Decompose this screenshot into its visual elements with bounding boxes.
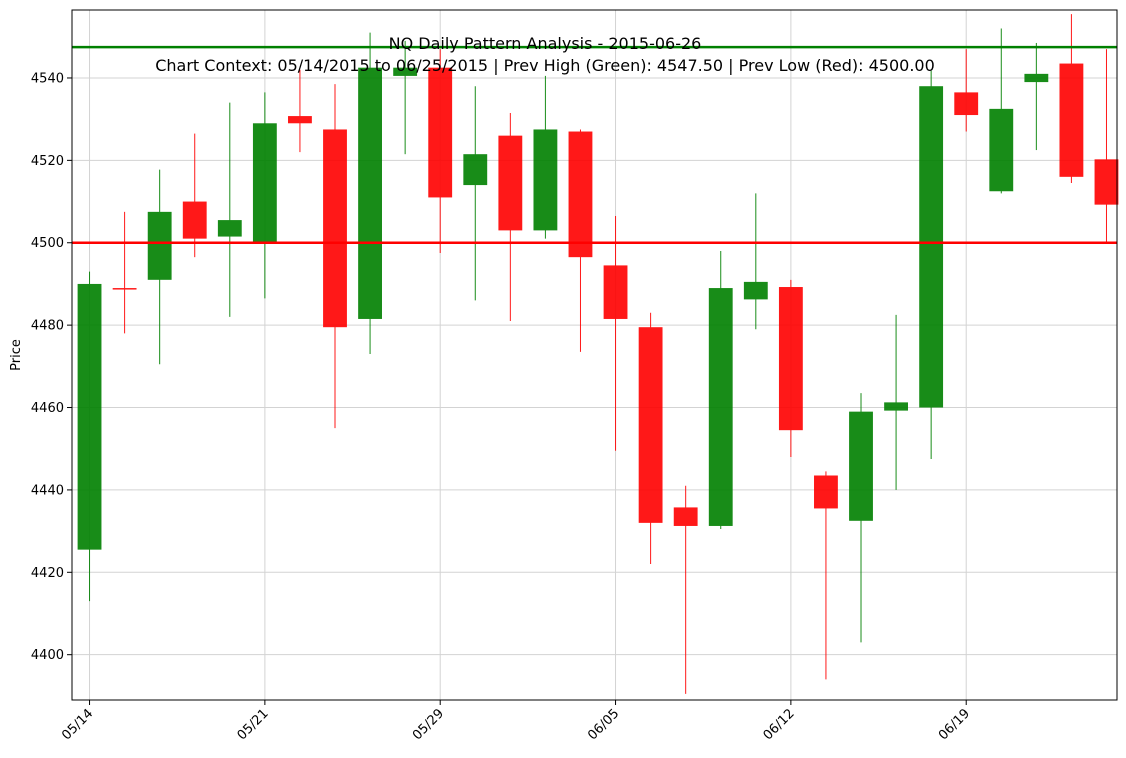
candle bbox=[288, 69, 312, 153]
y-axis-label: Price bbox=[9, 339, 24, 371]
candle-body bbox=[428, 67, 453, 198]
chart-title: NQ Daily Pattern Analysis - 2015-06-26 bbox=[389, 34, 702, 53]
candle bbox=[814, 471, 838, 680]
candle-body bbox=[1024, 73, 1049, 83]
candle bbox=[428, 49, 453, 254]
candle-body bbox=[814, 475, 838, 509]
candle-body bbox=[182, 201, 207, 239]
candle bbox=[1024, 42, 1049, 151]
candle bbox=[954, 49, 979, 132]
candle bbox=[393, 40, 418, 155]
candle bbox=[217, 102, 242, 317]
candle bbox=[323, 84, 347, 429]
candle-body bbox=[288, 116, 312, 124]
chart-subtitle: Chart Context: 05/14/2015 to 06/25/2015 … bbox=[155, 56, 935, 75]
candle-body bbox=[498, 135, 523, 231]
candle-body bbox=[919, 86, 944, 408]
candle-body bbox=[533, 129, 558, 231]
plot-frame bbox=[71, 9, 1118, 701]
y-tick-label: 4500 bbox=[31, 236, 64, 251]
y-tick-label: 4480 bbox=[31, 319, 64, 334]
candle bbox=[112, 211, 137, 334]
candles bbox=[77, 14, 1119, 694]
candle-body bbox=[708, 288, 733, 526]
candle bbox=[568, 129, 593, 352]
y-tick-label: 4460 bbox=[31, 401, 64, 416]
candle bbox=[498, 112, 523, 322]
candle bbox=[638, 312, 663, 565]
candle-body bbox=[393, 67, 418, 76]
y-tick-label: 4440 bbox=[31, 483, 64, 498]
candle-body bbox=[323, 129, 347, 328]
candle-body bbox=[743, 281, 768, 300]
candle-body bbox=[147, 211, 172, 280]
x-tick-label: 06/12 bbox=[761, 706, 798, 743]
candle-body bbox=[217, 220, 242, 237]
candle bbox=[603, 215, 628, 451]
y-tick-label: 4400 bbox=[31, 648, 64, 663]
candle-body bbox=[989, 108, 1014, 192]
x-tick-label: 05/14 bbox=[59, 706, 96, 743]
candle bbox=[884, 314, 908, 490]
candle-body bbox=[884, 402, 908, 411]
candle bbox=[1059, 14, 1084, 184]
candle bbox=[252, 92, 277, 299]
candle-body bbox=[77, 283, 102, 550]
y-tick-label: 4420 bbox=[31, 566, 64, 581]
candle-body bbox=[638, 327, 663, 523]
candle bbox=[849, 393, 873, 643]
candle bbox=[708, 250, 733, 530]
candle bbox=[147, 169, 172, 365]
candle bbox=[743, 193, 768, 330]
candle-body bbox=[1059, 63, 1084, 177]
candle-body bbox=[568, 131, 593, 258]
candle bbox=[182, 133, 207, 258]
candle bbox=[919, 70, 944, 460]
candle-body bbox=[463, 154, 488, 186]
candle-body bbox=[1094, 159, 1119, 205]
candle-body bbox=[252, 123, 277, 243]
candle bbox=[533, 75, 558, 239]
candle bbox=[673, 485, 698, 694]
y-tick-label: 4540 bbox=[31, 71, 64, 86]
candle-body bbox=[954, 92, 979, 116]
candle-body bbox=[778, 287, 803, 431]
candle bbox=[778, 279, 803, 457]
candle bbox=[989, 28, 1014, 194]
candle-body bbox=[112, 288, 137, 290]
x-tick-label: 05/21 bbox=[235, 706, 272, 743]
candle-body bbox=[673, 507, 698, 526]
x-axis: 05/14 05/21 05/29 06/05 06/12 06/19 bbox=[59, 700, 973, 743]
candle bbox=[463, 86, 488, 301]
candle-body bbox=[603, 265, 628, 319]
y-axis: 4400 4420 4440 4460 4480 4500 4520 4540 bbox=[31, 71, 72, 663]
candle bbox=[1094, 49, 1119, 243]
y-tick-label: 4520 bbox=[31, 154, 64, 169]
candle-body bbox=[849, 411, 873, 521]
reference-lines bbox=[72, 45, 1117, 244]
candle bbox=[358, 32, 382, 354]
candle-body bbox=[358, 67, 382, 319]
x-tick-label: 06/05 bbox=[585, 706, 622, 743]
x-tick-label: 06/19 bbox=[936, 706, 973, 743]
x-tick-label: 05/29 bbox=[410, 706, 447, 743]
candle bbox=[77, 271, 102, 602]
